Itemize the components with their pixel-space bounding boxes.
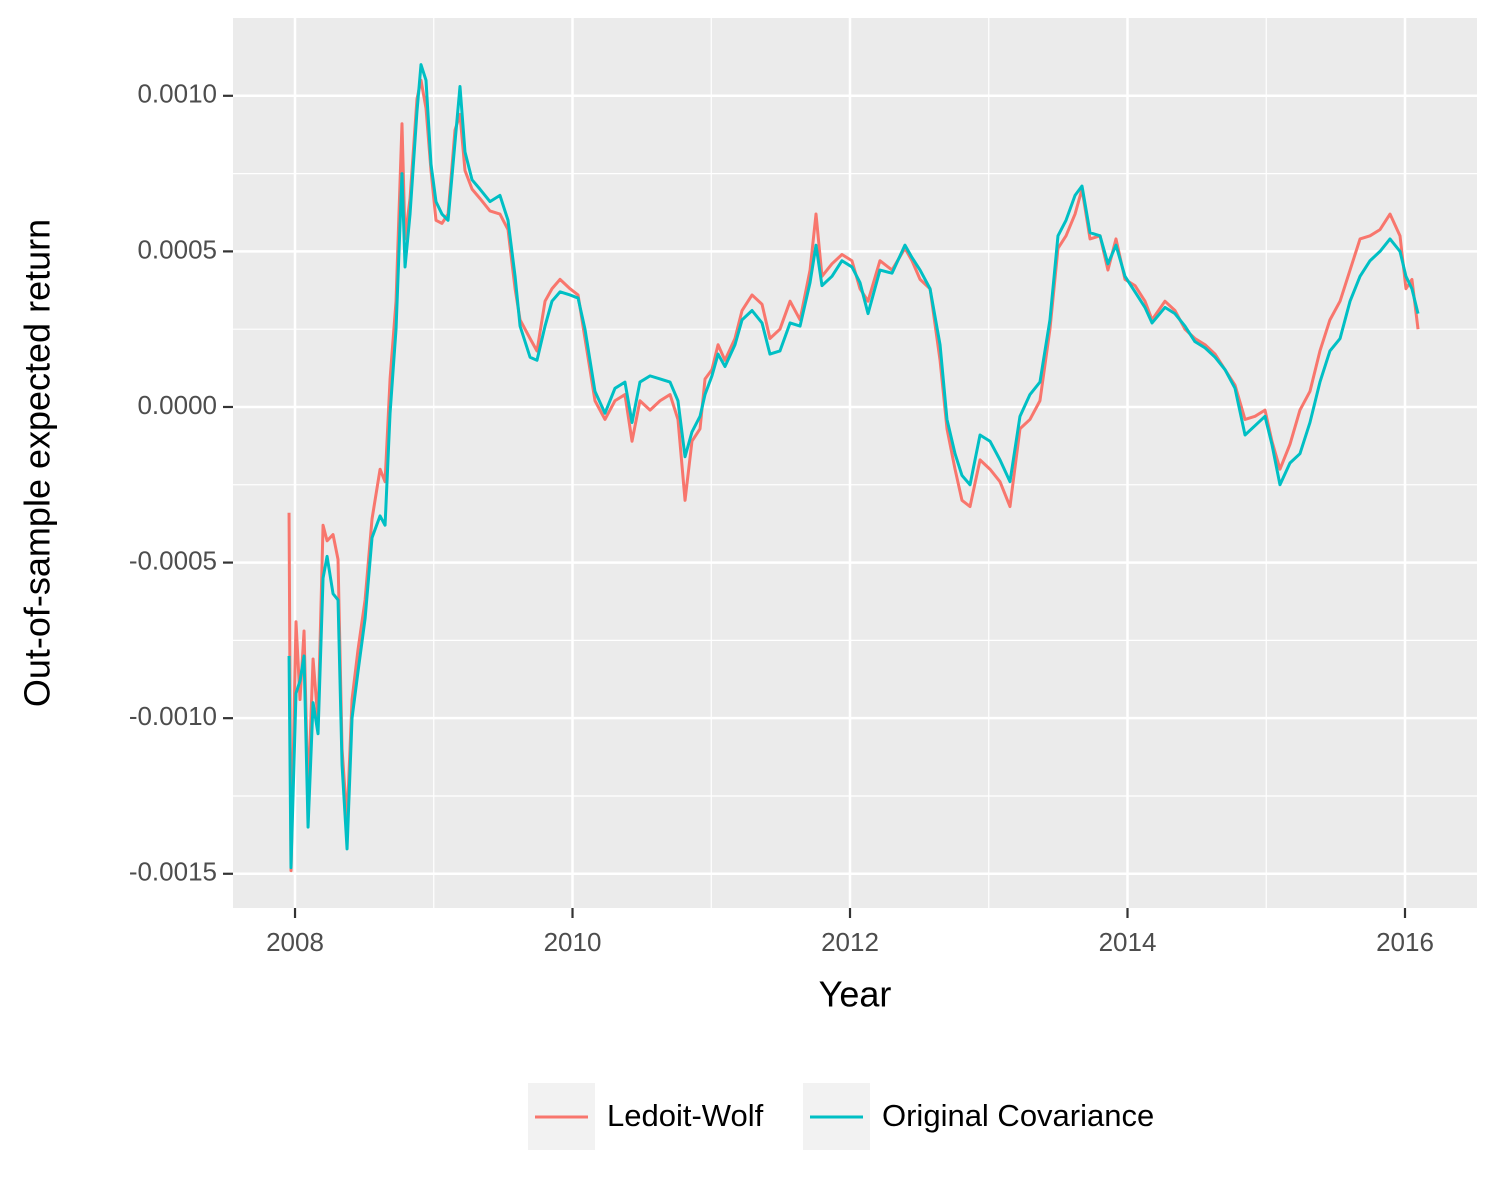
x-tick-label: 2016 bbox=[1376, 927, 1434, 957]
series-line bbox=[287, 63, 1420, 870]
x-tick-label: 2012 bbox=[821, 927, 879, 957]
legend: Ledoit-Wolf Original Covariance bbox=[528, 1083, 1154, 1150]
plot-panel bbox=[233, 18, 1477, 908]
legend-label: Original Covariance bbox=[882, 1098, 1154, 1133]
legend-label: Ledoit-Wolf bbox=[607, 1098, 764, 1133]
x-axis-title: Year bbox=[819, 974, 892, 1015]
x-tick-label: 2014 bbox=[1099, 927, 1157, 957]
y-tick-label: 0.0000 bbox=[137, 390, 217, 420]
y-tick-label: -0.0005 bbox=[129, 545, 217, 575]
y-tick-label: -0.0010 bbox=[129, 701, 217, 731]
y-tick-label: 0.0010 bbox=[137, 79, 217, 109]
y-axis-title: Out-of-sample expected return bbox=[17, 219, 58, 707]
y-tick-label: 0.0005 bbox=[137, 234, 217, 264]
x-tick-label: 2008 bbox=[266, 927, 324, 957]
y-tick-label: -0.0015 bbox=[129, 857, 217, 887]
lines bbox=[287, 63, 1420, 873]
axes: 2008 2010 2012 2014 2016 -0.0015 -0.0010 -0.000… bbox=[129, 79, 1434, 957]
series-line bbox=[287, 78, 1420, 873]
grid bbox=[233, 18, 1477, 908]
x-tick-label: 2010 bbox=[544, 927, 602, 957]
